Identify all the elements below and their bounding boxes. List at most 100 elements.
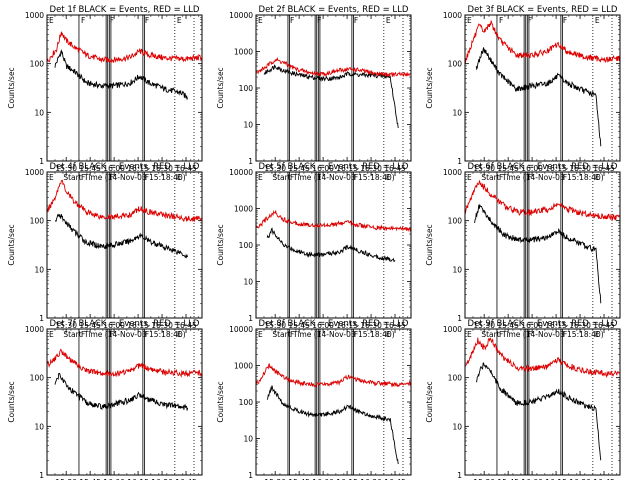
y-tick-label: 10 [243,278,253,287]
flag-label: F [528,173,532,182]
y-tick-label: 1 [248,471,253,480]
flag-label: E [177,330,182,339]
y-tick-label: 10000 [229,11,253,20]
x-tick-label: 15:30 [264,164,286,173]
x-tick-label: 16:30 [151,321,173,330]
x-tick-label: 16:00 [312,164,334,173]
x-tick-label: 15:45 [79,321,101,330]
flag-label: F [354,173,358,182]
series-events-line [263,64,399,129]
x-tick-label: 16:00 [521,478,543,480]
flag-label: F [145,173,149,182]
flag-label: F [110,330,114,339]
flag-label: E [467,330,472,339]
flag-label: E [177,16,182,25]
flag-label: F [317,173,321,182]
panel-title: Det 7f BLACK = Events, RED = LLD [50,319,200,329]
flag-label: F [499,16,503,25]
flag-label: F [499,173,503,182]
y-tick-label: 100 [30,374,45,383]
y-tick-label: 1000 [443,11,462,20]
flag-label: E [49,173,54,182]
y-axis-label: Counts/sec [7,67,16,108]
flag-label: F [354,330,358,339]
y-tick-label: 1 [39,471,44,480]
y-tick-label: 10000 [229,168,253,177]
y-tick-label: 100 [30,217,45,226]
x-tick-label: 16:45 [175,478,197,480]
y-tick-label: 1 [457,157,462,166]
plot-frame [464,14,621,162]
series-events-line [54,213,189,259]
x-tick-label: 15:30 [264,478,286,480]
plot-frame [46,328,203,476]
flag-label: E [49,16,54,25]
y-tick-label: 1000 [25,168,44,177]
y-tick-label: 100 [239,241,254,250]
x-tick-label: 16:00 [521,164,543,173]
flag-label: F [290,330,294,339]
x-axis-label: Start Time (14-Nov-03 15:18:40) [481,330,603,339]
x-tick-label: 16:15 [545,164,567,173]
flag-label: F [145,16,149,25]
flag-label: E [258,16,263,25]
panel-title: Det 5f BLACK = Events, RED = LLD [259,162,409,172]
x-tick-label: 16:15 [336,164,358,173]
flag-label: F [563,173,567,182]
y-tick-label: 10 [34,422,44,431]
y-tick-label: 1000 [234,48,253,57]
flag-label: F [317,330,321,339]
panel-det-7: Det 7f BLACK = Events, RED = LLD Counts/s… [7,319,203,480]
plot-frame [255,14,412,162]
panel-det-3: Det 3f BLACK = Events, RED = LLD Counts/s… [425,5,621,182]
series-events-line [266,227,396,263]
panel-title: Det 3f BLACK = Events, RED = LLD [468,5,618,15]
flag-label: E [49,330,54,339]
flag-label: F [528,330,532,339]
y-tick-label: 1000 [234,205,253,214]
flag-label: F [290,173,294,182]
series-events-line [474,203,602,304]
x-tick-label: 15:45 [288,164,310,173]
x-tick-label: 16:45 [175,164,197,173]
y-tick-label: 10 [243,121,253,130]
y-axis-label: Counts/sec [216,67,225,108]
series-lld-line [46,348,203,378]
y-tick-label: 1000 [25,325,44,334]
x-tick-label: 16:45 [175,321,197,330]
y-tick-label: 100 [448,374,463,383]
y-tick-label: 10 [452,422,462,431]
flag-label: E [595,173,600,182]
x-tick-label: 16:30 [360,164,382,173]
series-events-line [266,385,399,465]
y-tick-label: 1 [39,157,44,166]
x-tick-label: 16:45 [384,321,406,330]
y-axis-label: Counts/sec [425,224,434,265]
x-axis-label: Start Time (14-Nov-03 15:18:40) [63,330,185,339]
flag-label: F [528,16,532,25]
y-tick-label: 1 [457,471,462,480]
series-lld-line [46,179,203,222]
x-tick-label: 16:15 [127,478,149,480]
panel-title: Det 8f BLACK = Events, RED = LLD [259,319,409,329]
x-tick-label: 16:30 [151,478,173,480]
panel-det-6: Det 6f BLACK = Events, RED = LLD Counts/s… [425,162,621,339]
series-lld-line [464,337,621,378]
x-axis-label: Start Time (14-Nov-03 15:18:40) [481,173,603,182]
panel-det-5: Det 5f BLACK = Events, RED = LLD Counts/s… [216,162,412,339]
flag-label: E [258,173,263,182]
flag-label: E [595,330,600,339]
x-tick-label: 16:45 [384,164,406,173]
y-tick-label: 10000 [229,325,253,334]
series-events-line [54,372,189,411]
x-tick-label: 16:00 [103,164,125,173]
y-tick-label: 100 [239,398,254,407]
series-lld-line [255,210,412,233]
flag-label: E [258,330,263,339]
y-axis-label: Counts/sec [216,224,225,265]
x-tick-label: 16:15 [336,478,358,480]
flag-label: F [354,16,358,25]
series-events-line [475,47,602,147]
y-axis-label: Counts/sec [7,381,16,422]
